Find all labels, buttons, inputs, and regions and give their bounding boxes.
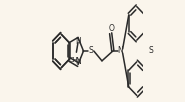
Text: S: S — [149, 47, 154, 55]
Text: S: S — [89, 47, 93, 55]
Text: CH₃: CH₃ — [69, 57, 81, 63]
Text: N: N — [118, 47, 123, 55]
Text: N: N — [76, 37, 81, 46]
Text: O: O — [108, 24, 114, 33]
Text: N: N — [76, 57, 81, 66]
